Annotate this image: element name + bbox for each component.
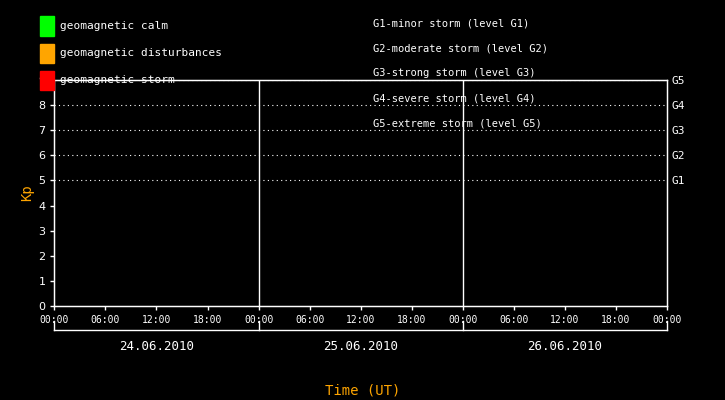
Text: G1-minor storm (level G1): G1-minor storm (level G1) [373,18,530,28]
Y-axis label: Kp: Kp [20,185,34,201]
Text: 26.06.2010: 26.06.2010 [527,340,602,352]
Text: G2-moderate storm (level G2): G2-moderate storm (level G2) [373,43,548,53]
Text: Time (UT): Time (UT) [325,383,400,397]
Text: geomagnetic storm: geomagnetic storm [60,75,175,85]
Text: 25.06.2010: 25.06.2010 [323,340,398,352]
Text: 24.06.2010: 24.06.2010 [119,340,194,352]
Text: G5-extreme storm (level G5): G5-extreme storm (level G5) [373,119,542,129]
Text: G4-severe storm (level G4): G4-severe storm (level G4) [373,94,536,104]
Text: G3-strong storm (level G3): G3-strong storm (level G3) [373,68,536,78]
Text: geomagnetic calm: geomagnetic calm [60,21,168,31]
Text: geomagnetic disturbances: geomagnetic disturbances [60,48,222,58]
